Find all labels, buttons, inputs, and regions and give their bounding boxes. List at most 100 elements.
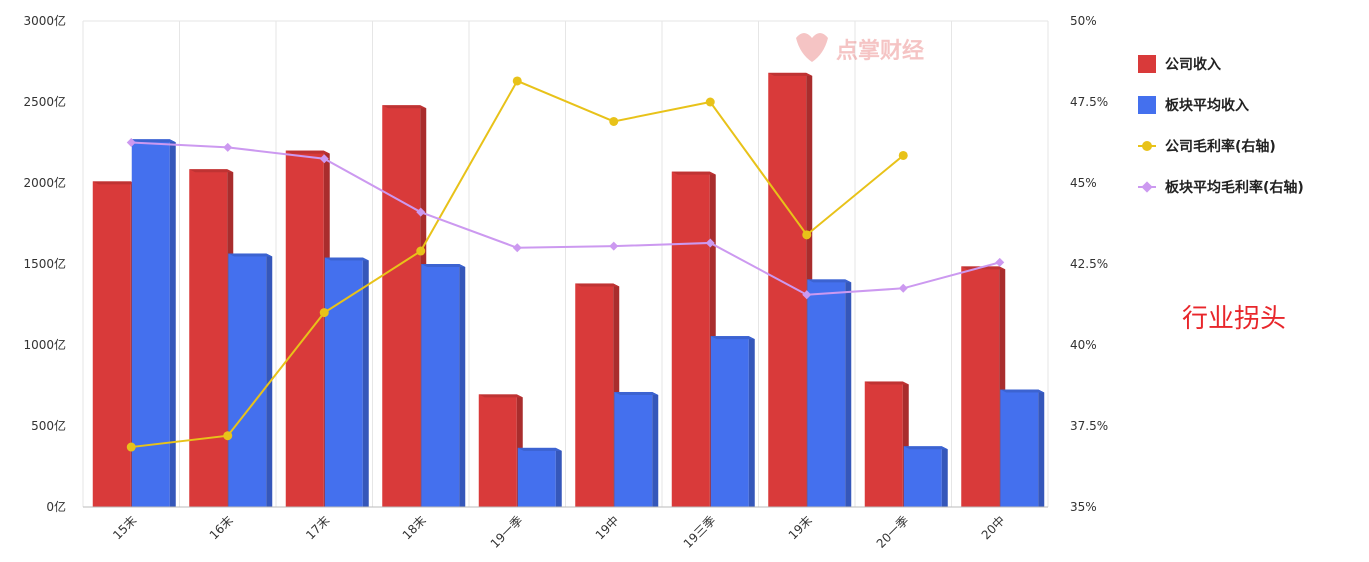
watermark-logo: 点掌财经 (790, 24, 950, 70)
bar (807, 279, 852, 507)
x-tick-label: 19末 (786, 513, 815, 542)
bar (614, 391, 659, 507)
legend-label: 公司收入 (1165, 57, 1221, 73)
x-tick-label: 20一季 (874, 513, 912, 551)
bar (517, 447, 562, 507)
bar (575, 283, 620, 507)
annotation-text: 行业拐头 (1182, 304, 1287, 334)
bar-top (575, 283, 620, 287)
bar-side (845, 279, 852, 507)
diamond-point (705, 238, 715, 248)
bar-top (189, 169, 234, 173)
bar-face (807, 279, 846, 507)
bar-top (131, 139, 176, 143)
circle-point (802, 230, 812, 240)
bar (285, 150, 330, 507)
bar-top (864, 381, 909, 385)
square-swatch-icon (1138, 55, 1156, 73)
bar-face (324, 257, 363, 507)
bar (131, 139, 176, 507)
bar (903, 446, 948, 507)
y-right-tick-label: 50% (1070, 14, 1097, 28)
legend-label: 公司毛利率(右轴) (1165, 139, 1276, 155)
y-right-tick-label: 37.5% (1070, 419, 1108, 433)
bar (961, 266, 1006, 507)
x-tick-label: 20中 (978, 513, 1008, 543)
bar-face (285, 150, 324, 507)
x-tick-label: 19中 (592, 513, 622, 543)
circle-point (416, 246, 426, 256)
bar-side (459, 264, 466, 507)
diamond-point (512, 243, 522, 253)
bars (92, 72, 1045, 508)
y-left-tick-label: 2500亿 (23, 94, 66, 109)
y-right-tick-label: 42.5% (1070, 257, 1108, 271)
bar-top (421, 264, 466, 267)
bar-top (807, 279, 852, 283)
bar-top (382, 105, 427, 109)
bar (710, 336, 755, 507)
circle-point (126, 442, 136, 452)
bar (382, 105, 427, 508)
bar-top (768, 72, 813, 76)
bar-top (671, 171, 716, 175)
diamond-point (802, 290, 812, 300)
bar-face (575, 283, 614, 507)
bar-top (285, 150, 330, 154)
legend-item-sector-revenue[interactable]: 板块平均收入 (1138, 95, 1304, 115)
bar (1000, 389, 1045, 507)
bar-face (421, 264, 460, 507)
bar-side (266, 253, 273, 507)
bar-face (710, 336, 749, 507)
bar-face (961, 266, 1000, 507)
bar-side (169, 139, 176, 507)
bar (189, 169, 234, 508)
legend-item-company-revenue[interactable]: 公司收入 (1138, 54, 1304, 74)
legend-label: 板块平均收入 (1165, 98, 1249, 114)
bar-top (228, 253, 273, 257)
bar (92, 181, 137, 507)
bar-face (382, 105, 421, 508)
x-tick-label: 18末 (400, 513, 429, 542)
y-left-tick-label: 0亿 (46, 499, 66, 514)
bar-face (228, 253, 267, 507)
bar-top (92, 181, 137, 185)
legend: 公司收入 板块平均收入 公司毛利率(右轴) 板块平均毛利率(右轴) (1138, 54, 1304, 218)
y-right-tick-label: 35% (1070, 500, 1097, 514)
watermark-text: 点掌财经 (836, 38, 924, 64)
bar-top (324, 257, 369, 261)
diamond-point (126, 138, 136, 147)
bar-face (478, 394, 517, 507)
x-tick-label: 15末 (110, 513, 139, 542)
bar-top (478, 394, 523, 398)
x-tick-label: 19一季 (488, 513, 526, 551)
bar-side (1038, 389, 1045, 507)
y-left-tick-label: 1000亿 (23, 337, 66, 352)
circle-point (512, 76, 522, 86)
bar-side (652, 391, 659, 507)
y-left-tick-label: 2000亿 (23, 175, 66, 190)
lines (126, 76, 1005, 452)
legend-item-sector-margin[interactable]: 板块平均毛利率(右轴) (1138, 177, 1304, 197)
bar-top (903, 446, 948, 450)
diamond-point (319, 154, 329, 164)
bar (768, 72, 813, 507)
bar-side (748, 336, 755, 507)
bar-face (92, 181, 131, 507)
circle-point (609, 116, 619, 126)
bar-top (1000, 389, 1045, 393)
legend-item-company-margin[interactable]: 公司毛利率(右轴) (1138, 136, 1304, 156)
y-right-tick-label: 40% (1070, 338, 1097, 352)
y-right-tick-label: 47.5% (1070, 95, 1108, 109)
bar-face (671, 171, 710, 507)
bar (671, 171, 716, 507)
bar (478, 394, 523, 507)
circle-point (319, 308, 329, 318)
bar-face (864, 381, 903, 507)
bar (324, 257, 369, 507)
x-tick-label: 19三季 (681, 513, 719, 551)
y-right-tick-label: 45% (1070, 176, 1097, 190)
bar-top (961, 266, 1006, 270)
series-line (131, 141, 1001, 296)
